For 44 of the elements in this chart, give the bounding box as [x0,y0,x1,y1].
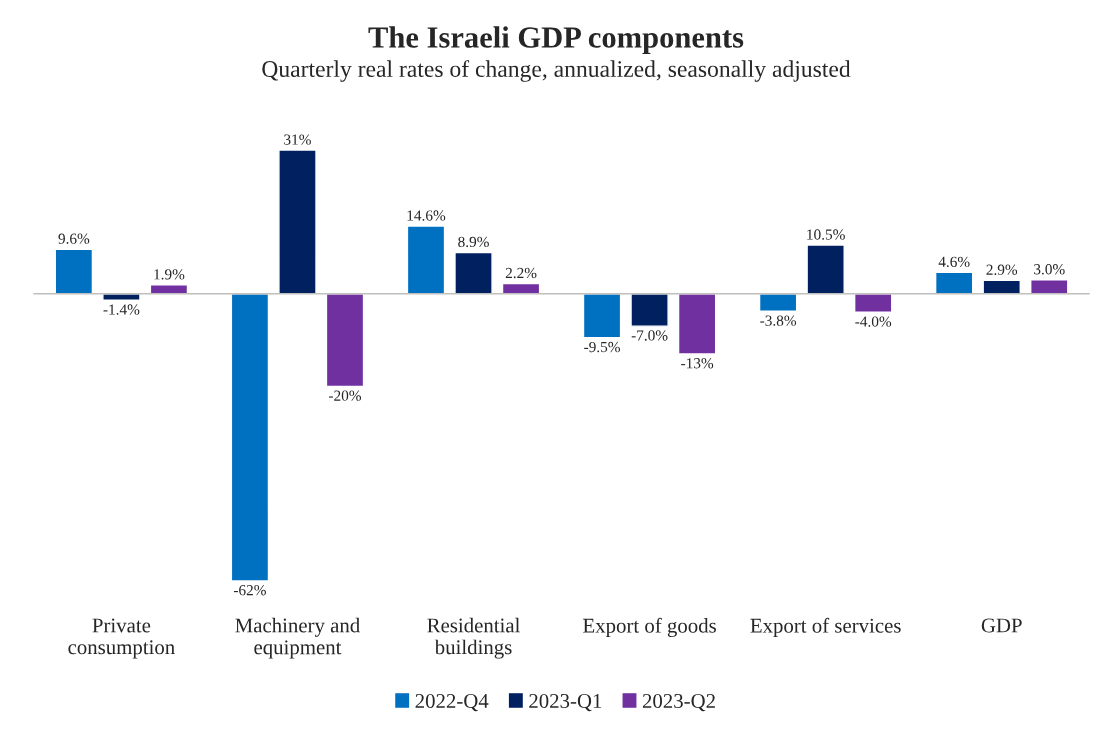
data-label: 8.9% [458,236,489,248]
bar [582,293,622,339]
x-tick-label: Machinery and equipment [235,617,360,659]
bar [1030,279,1069,295]
bar [806,244,845,295]
chart-subtitle: Quarterly real rates of change, annualized, seasonally adjusted [262,60,851,82]
data-label: 4.6% [938,256,970,268]
chart-title: The Israeli GDP components [368,26,744,55]
data-label: 1.9% [154,269,185,280]
bar [630,293,669,327]
bar [454,251,493,295]
bar [54,248,94,295]
data-label: 14.6% [407,210,446,221]
data-label: 10.5% [807,229,845,240]
x-tick-label: Export of services [750,617,901,637]
data-label: -20% [329,390,362,401]
data-label: -9.5% [584,341,620,353]
data-label: -4.0% [855,316,892,327]
data-label: -7.0% [631,330,668,341]
bar [406,225,446,295]
x-tick-label: Export of goods [583,617,716,637]
data-label: -1.4% [103,304,140,315]
bar [934,271,974,295]
bar [230,293,270,582]
x-tick-label: Private consumption [68,618,175,659]
x-tick-label: GDP [981,618,1022,633]
data-label: 31% [284,134,311,145]
bar [677,293,717,355]
data-label: 9.6% [58,233,90,244]
bar [853,293,893,313]
x-tick-label: Residential buildings [427,617,520,659]
data-label: 2.2% [505,267,537,279]
bar [278,149,317,295]
legend-label: 2023-Q1 [529,693,602,712]
data-label: -62% [233,585,266,596]
data-label: 2.9% [986,264,1018,275]
legend-label: 2023-Q2 [642,693,715,712]
bar [102,293,141,301]
bar [758,293,798,313]
bar [325,293,365,388]
data-label: 3.0% [1034,264,1065,275]
data-label: -13% [681,358,714,369]
legend-label: 2022-Q4 [415,693,489,712]
data-label: -3.8% [760,315,797,326]
